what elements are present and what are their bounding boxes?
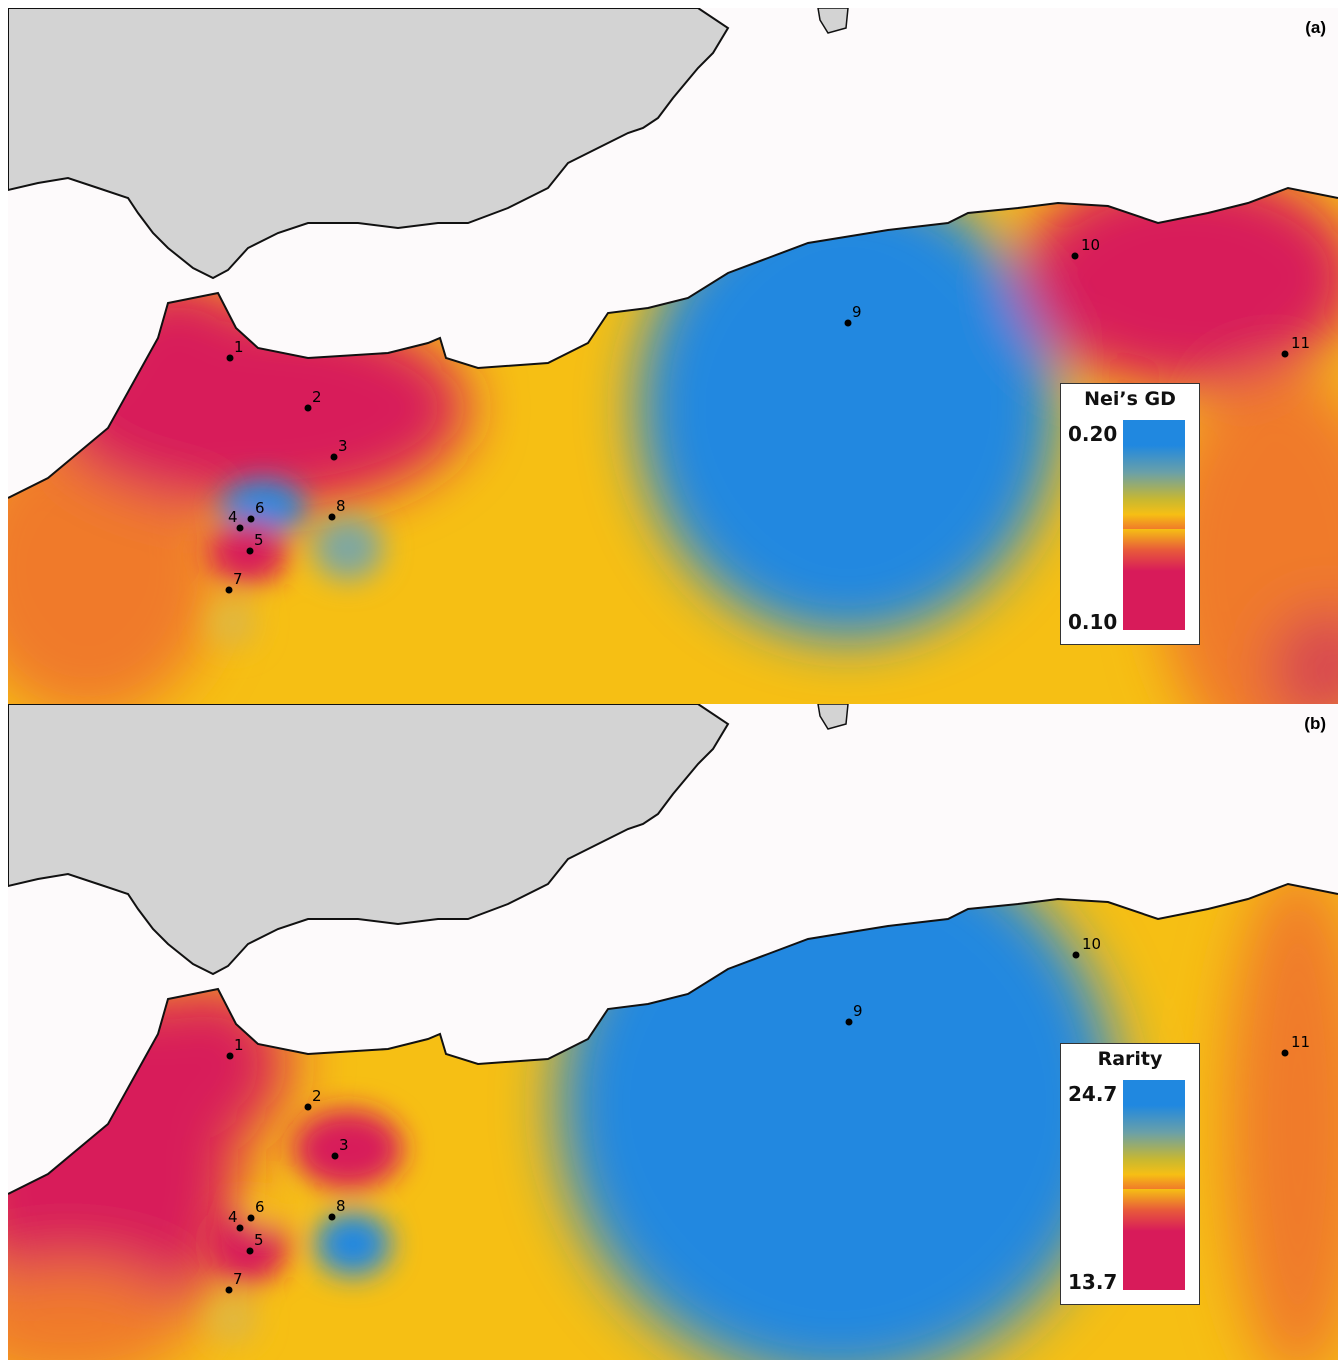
site-label-3: 3 — [338, 437, 348, 455]
site-label-2: 2 — [312, 1087, 322, 1105]
panel-label: (b) — [1304, 714, 1326, 733]
site-label-11: 11 — [1291, 1033, 1310, 1051]
site-marker-6 — [247, 1214, 255, 1222]
site-label-2: 2 — [312, 388, 322, 406]
site-marker-4 — [236, 1224, 244, 1232]
site-marker-2 — [304, 1103, 312, 1111]
site-marker-5 — [246, 1247, 254, 1255]
site-label-6: 6 — [255, 499, 265, 517]
legend-color-bar — [1123, 420, 1185, 630]
legend-min-value: 13.7 — [1068, 1270, 1118, 1294]
site-label-10: 10 — [1081, 236, 1100, 254]
site-marker-2 — [304, 404, 312, 412]
site-label-9: 9 — [852, 303, 862, 321]
site-label-8: 8 — [336, 1197, 346, 1215]
site-marker-3 — [331, 1152, 339, 1160]
site-label-7: 7 — [233, 570, 243, 588]
african-coastline — [8, 186, 1338, 499]
legend-min-value: 0.10 — [1068, 610, 1118, 634]
island-landmass — [817, 8, 849, 34]
site-label-4: 4 — [228, 508, 238, 526]
site-marker-1 — [226, 354, 234, 362]
site-label-5: 5 — [254, 531, 264, 549]
site-label-1: 1 — [234, 338, 244, 356]
site-marker-11 — [1281, 350, 1289, 358]
legend-title: Rarity — [1097, 1048, 1163, 1070]
legend: Nei’s GD 0.20 0.10 — [1060, 383, 1200, 645]
legend-max-value: 0.20 — [1068, 422, 1118, 446]
site-marker-7 — [225, 1286, 233, 1294]
sampling-sites: 1 2 3 45 6 7 8 9 10 11 — [225, 935, 1310, 1294]
african-coastline — [8, 882, 1338, 1195]
site-label-3: 3 — [339, 1136, 349, 1154]
legend: Rarity 24.7 13.7 — [1060, 1043, 1200, 1305]
site-marker-8 — [328, 513, 336, 521]
site-marker-10 — [1071, 252, 1079, 260]
legend-max-value: 24.7 — [1068, 1082, 1118, 1106]
site-marker-4 — [236, 524, 244, 532]
island-landmass — [817, 704, 849, 730]
site-marker-5 — [246, 547, 254, 555]
site-marker-3 — [330, 453, 338, 461]
site-label-6: 6 — [255, 1198, 265, 1216]
site-marker-9 — [845, 1018, 853, 1026]
legend-title: Nei’s GD — [1084, 388, 1176, 410]
site-marker-1 — [226, 1052, 234, 1060]
site-label-10: 10 — [1082, 935, 1101, 953]
iberian-peninsula — [8, 8, 730, 280]
map-panel-a: 1 2 3 4 5 6 7 8 9 10 11 (a) Nei’s GD 0.20 0.10 — [8, 8, 1338, 704]
site-label-1: 1 — [234, 1036, 244, 1054]
site-label-11: 11 — [1291, 334, 1310, 352]
sampling-sites: 1 2 3 45 6 7 8 9 10 11 — [225, 236, 1310, 594]
map-panel-b: 1 2 3 4 5 6 7 8 9 10 11 (b) Rarity 24.7 13.7 — [8, 704, 1338, 1360]
site-label-4: 4 — [228, 1208, 238, 1226]
site-marker-7 — [225, 586, 233, 594]
iberian-peninsula — [8, 704, 730, 976]
site-label-7: 7 — [233, 1270, 243, 1288]
site-label-9: 9 — [853, 1002, 863, 1020]
site-marker-9 — [844, 319, 852, 327]
site-marker-11 — [1281, 1049, 1289, 1057]
site-marker-8 — [328, 1213, 336, 1221]
legend-color-bar — [1123, 1080, 1185, 1290]
site-label-5: 5 — [254, 1231, 264, 1249]
site-label-8: 8 — [336, 497, 346, 515]
panel-label: (a) — [1305, 18, 1326, 37]
site-marker-10 — [1072, 951, 1080, 959]
site-marker-6 — [247, 515, 255, 523]
